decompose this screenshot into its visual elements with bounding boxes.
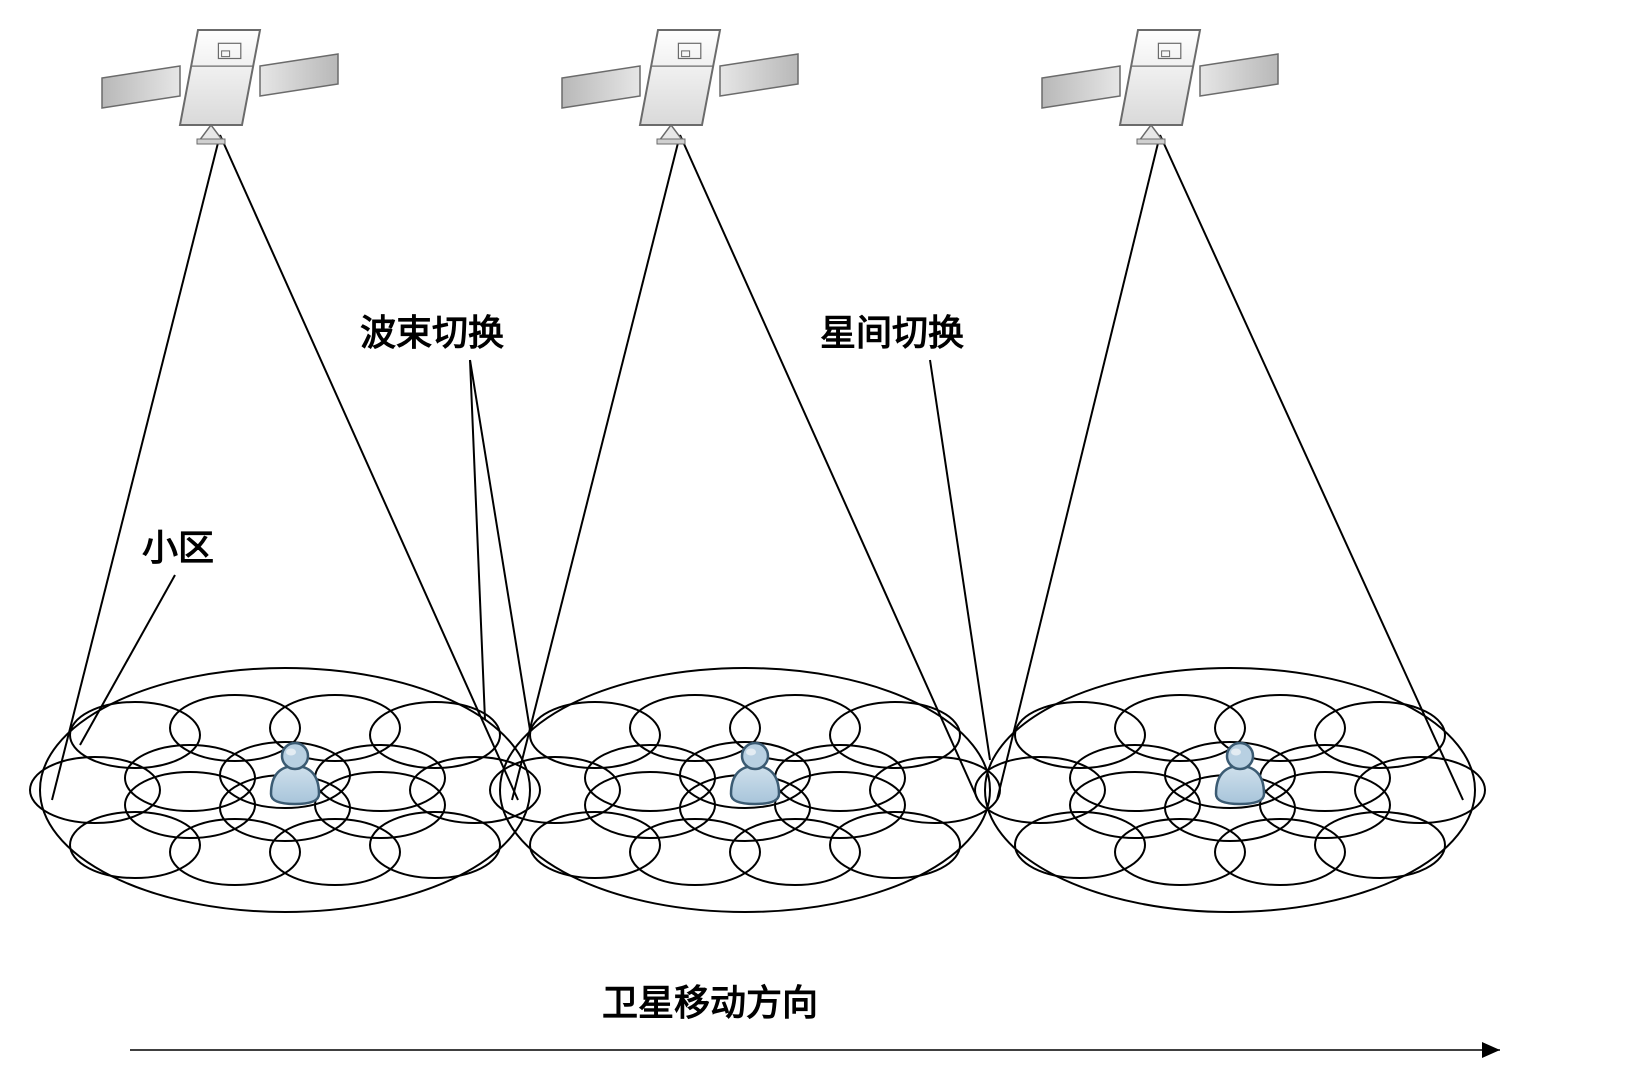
dish-icon	[1137, 139, 1165, 144]
cell-label: 小区	[142, 527, 214, 568]
satellite-body	[640, 30, 720, 125]
cell-ellipse	[630, 695, 760, 761]
beam-edge-left	[512, 135, 680, 800]
cell-ellipse	[1115, 695, 1245, 761]
cell-ellipse	[585, 745, 715, 811]
cell-ellipse	[1070, 745, 1200, 811]
dish-icon	[657, 139, 685, 144]
cell-ellipse	[170, 695, 300, 761]
solar-panel-left	[562, 66, 640, 108]
beam_handover-label: 波束切换	[360, 312, 504, 353]
cell-ellipse	[1260, 745, 1390, 811]
isl_handover-label: 星间切换	[820, 312, 964, 353]
leader-line	[470, 360, 530, 730]
beam-edge-left	[52, 135, 220, 800]
solar-panel-right	[720, 54, 798, 96]
cell-ellipse	[775, 745, 905, 811]
leader-line	[80, 575, 175, 745]
satellite-icon	[1042, 30, 1278, 144]
solar-panel-right	[1200, 54, 1278, 96]
leader-line	[470, 360, 485, 720]
satellite-icon	[562, 30, 798, 144]
beam-edge-left	[997, 135, 1160, 800]
arrow-head-icon	[1482, 1042, 1500, 1058]
cell-ellipse	[315, 745, 445, 811]
satellite-body	[1120, 30, 1200, 125]
solar-panel-left	[1042, 66, 1120, 108]
satellite-body	[180, 30, 260, 125]
satellite-icon	[102, 30, 338, 144]
solar-panel-left	[102, 66, 180, 108]
leader-line	[930, 360, 990, 760]
cell-ellipse	[125, 745, 255, 811]
solar-panel-right	[260, 54, 338, 96]
beam-edge-right	[1160, 135, 1463, 800]
direction-label: 卫星移动方向	[602, 982, 818, 1023]
dish-icon	[197, 139, 225, 144]
